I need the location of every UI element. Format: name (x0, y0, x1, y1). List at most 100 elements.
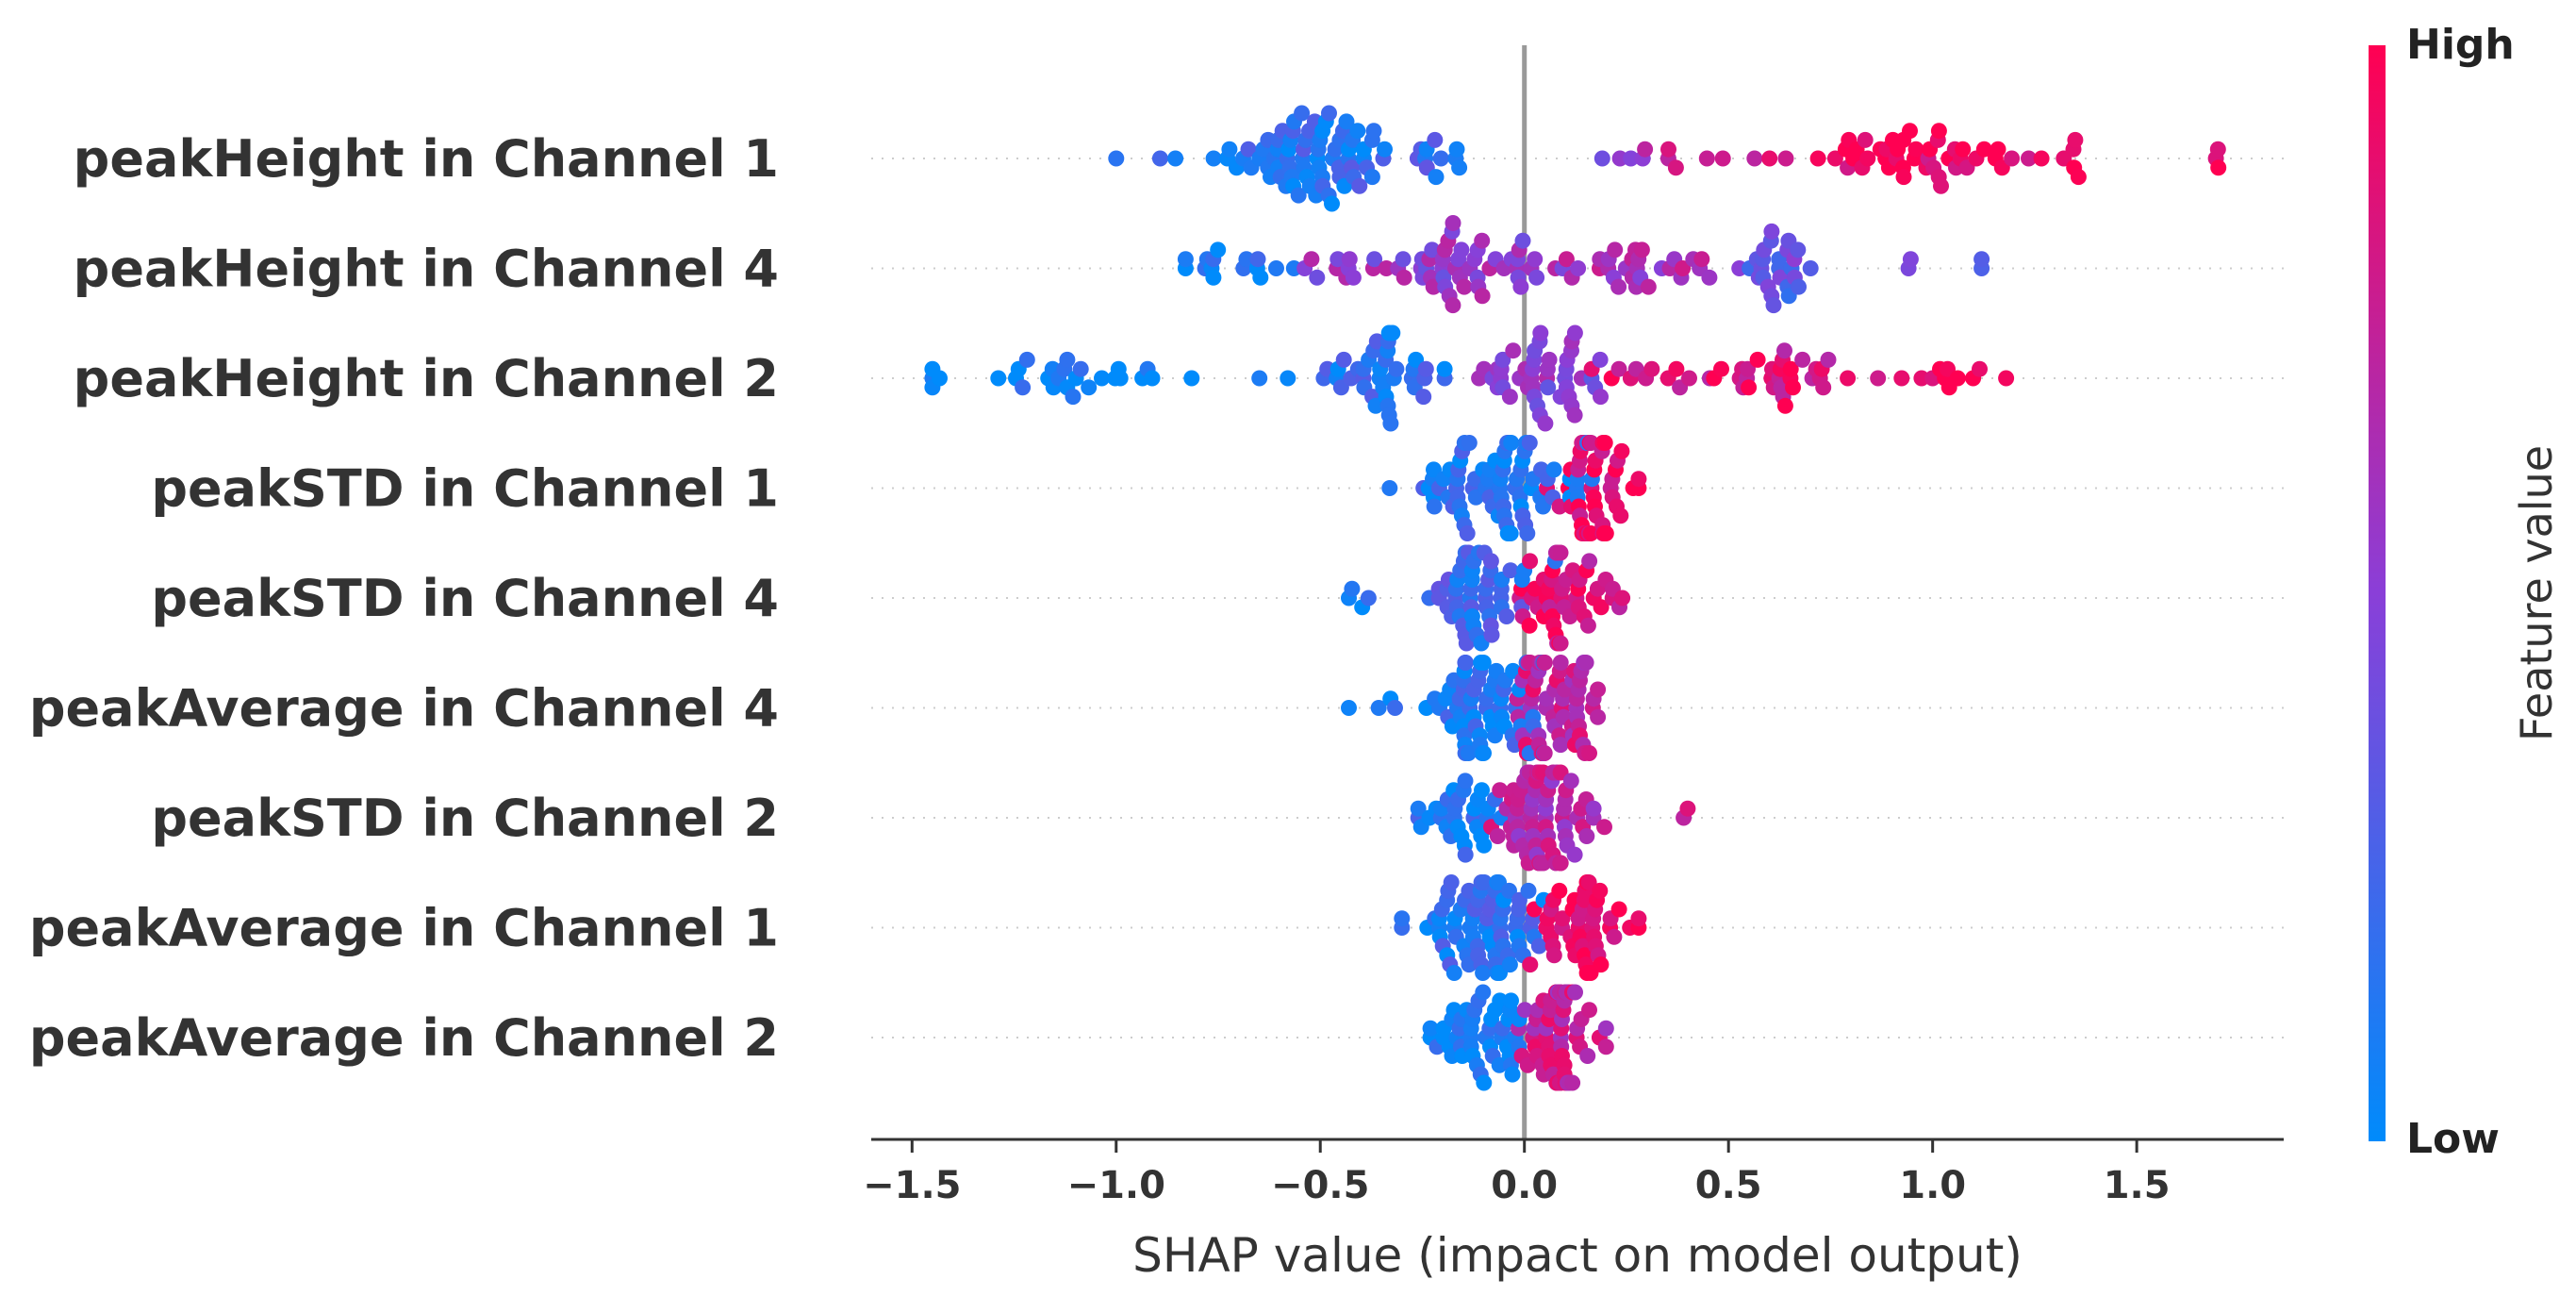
feature-labels: peakHeight in Channel 1 peakHeight in Cha… (29, 129, 779, 1068)
shap-dot (1551, 498, 1568, 515)
shap-dot (1177, 251, 1194, 268)
shap-dot (1505, 342, 1522, 359)
shap-dot (1895, 169, 1912, 186)
shap-dot (1972, 360, 1988, 377)
x-axis: −1.5 −1.0 −0.5 0.0 0.5 1.0 1.5 SHAP value (imp… (863, 1138, 2284, 1283)
shap-dot (1522, 553, 1539, 570)
shap-dot (1679, 800, 1696, 817)
shap-dot (1018, 351, 1035, 368)
shap-dot (2210, 159, 2227, 176)
shap-dot (2033, 150, 2050, 167)
shap-dot (1360, 590, 1377, 606)
shap-dot (1238, 251, 1255, 268)
shap-dot (1596, 819, 1612, 836)
colorbar-title: Feature value (2511, 445, 2562, 741)
shap-dot (1765, 297, 1782, 314)
x-tick-label: −1.0 (1067, 1164, 1165, 1207)
x-tick-label: 0.5 (1695, 1164, 1762, 1207)
shap-dot (1552, 655, 1569, 671)
shap-dot (1578, 828, 1595, 844)
shap-dot (1990, 141, 2006, 158)
shap-dot (1329, 251, 1346, 268)
shap-dot (1445, 965, 1462, 981)
shap-dot (1489, 828, 1506, 844)
shap-dot (1607, 241, 1624, 258)
shap-dot (1790, 241, 1807, 258)
shap-dot (1108, 150, 1125, 167)
shap-dot (1749, 351, 1766, 368)
shap-dot (1581, 745, 1597, 761)
shap-dot (1949, 370, 1966, 387)
shap-dot (1746, 150, 1763, 167)
shap-dot (1785, 379, 1801, 396)
shap-dot (990, 370, 1007, 387)
shap-dot (1693, 251, 1710, 268)
shap-dot (1552, 635, 1569, 652)
shap-dot (1378, 260, 1395, 276)
shap-dot (1210, 241, 1227, 258)
shap-dot (1606, 928, 1623, 945)
shap-dot (1643, 360, 1660, 377)
shap-dot (1815, 379, 1832, 396)
shap-dot (1410, 800, 1427, 817)
shap-dot (1476, 874, 1493, 890)
shap-dot (1592, 882, 1609, 899)
shap-dot (1461, 435, 1478, 451)
shap-dot (1582, 435, 1599, 451)
shap-dot (1448, 141, 1465, 158)
shap-dot (1338, 113, 1355, 130)
shap-dot (1630, 910, 1647, 927)
shap-dot (1776, 397, 1793, 414)
x-tick-label: −1.5 (863, 1164, 961, 1207)
shap-dot (1015, 379, 1032, 396)
shap-dot (1597, 1020, 1614, 1037)
shap-dot (1530, 938, 1547, 955)
shap-dot (1503, 992, 1519, 1009)
shap-dot (1221, 141, 1238, 158)
shap-dot (1059, 351, 1076, 368)
shap-dot (1567, 984, 1583, 1001)
shap-dot (1522, 956, 1539, 973)
shap-dot (1427, 131, 1444, 148)
shap-dot (1579, 617, 1596, 634)
shap-dot (1456, 278, 1473, 295)
shap-dot (1612, 507, 1629, 524)
shap-dot (1388, 360, 1405, 377)
shap-dot (2209, 141, 2226, 158)
shap-dot (1252, 269, 1269, 286)
shap-dot (1933, 177, 1949, 194)
shap-dot (1820, 351, 1837, 368)
shap-dot (1459, 525, 1476, 541)
shap-dot (1502, 525, 1519, 541)
shap-dot (1415, 389, 1432, 406)
shap-dot (1112, 370, 1129, 387)
shap-dot (1072, 360, 1089, 377)
shap-dot (1341, 251, 1358, 268)
shap-dot (1151, 150, 1168, 167)
shap-dot (1501, 389, 1518, 406)
feature-label: peakHeight in Channel 2 (74, 349, 779, 408)
shap-dot (1597, 525, 1614, 541)
shap-dot (1094, 370, 1110, 387)
shap-dot (1065, 389, 1082, 406)
shap-dot (1492, 782, 1509, 799)
shap-dot (1581, 1002, 1597, 1019)
shap-dot (1613, 442, 1630, 459)
colorbar-gradient (2369, 45, 2386, 1141)
shap-dot (1640, 278, 1657, 295)
feature-label: peakSTD in Channel 1 (151, 459, 779, 519)
shap-dot (1367, 397, 1384, 414)
shap-dot (1249, 251, 1266, 268)
shap-dot (1377, 141, 1393, 158)
shap-dot (1443, 874, 1460, 890)
shap-dot (1536, 655, 1553, 671)
shap-dot (1368, 333, 1385, 350)
shap-dot (1475, 655, 1492, 671)
shap-dot (1566, 407, 1583, 424)
shap-dot (1870, 370, 1887, 387)
shap-dot (1494, 351, 1511, 368)
shap-dot (1387, 700, 1403, 716)
shap-dot (1491, 1056, 1508, 1073)
shap-dot (1363, 169, 1380, 186)
feature-label: peakSTD in Channel 2 (151, 789, 779, 848)
